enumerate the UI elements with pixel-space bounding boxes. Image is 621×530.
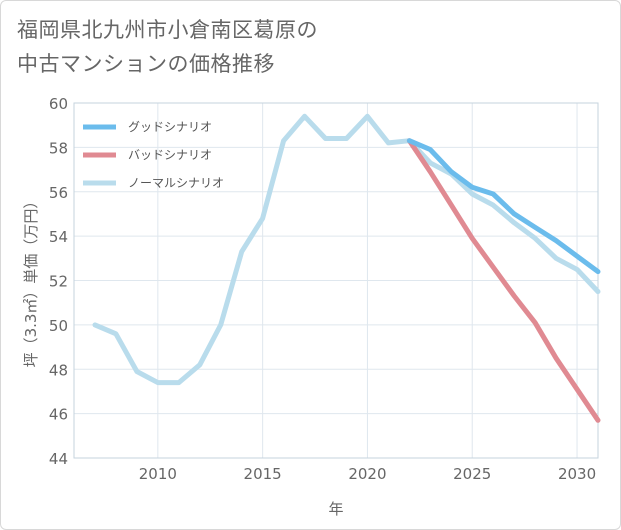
tick-labels: 44 46 48 50 52 54 56 58 60 2010 2015 2020 2025 2030 (49, 95, 596, 483)
y-tick-label: 48 (49, 361, 68, 379)
y-tick-label: 60 (49, 95, 68, 113)
grid-lines (74, 102, 598, 459)
y-tick-label: 54 (49, 228, 68, 246)
x-tick-label: 2020 (348, 465, 386, 483)
x-tick-label: 2030 (558, 465, 596, 483)
legend-label: バッドシナリオ (128, 148, 212, 162)
y-tick-label: 44 (49, 450, 68, 468)
y-axis-title: 坪（3.3㎡）単価（万円） (22, 194, 40, 368)
series-line-1 (406, 138, 601, 275)
x-tick-label: 2010 (139, 465, 177, 483)
y-tick-label: 56 (49, 184, 68, 202)
x-tick-label: 2015 (244, 465, 282, 483)
series-layer (92, 113, 601, 423)
chart-title: 福岡県北九州市小倉南区葛原の 中古マンションの価格推移 (17, 18, 318, 76)
x-axis-title: 年 (328, 500, 343, 518)
y-tick-label: 50 (49, 317, 68, 335)
series-line-2 (406, 138, 601, 423)
y-tick-label: 46 (49, 406, 68, 424)
legend-label: グッドシナリオ (128, 120, 212, 134)
y-tick-label: 58 (49, 139, 68, 157)
x-tick-label: 2025 (453, 465, 491, 483)
plot-area (73, 102, 599, 459)
legend-label: ノーマルシナリオ (128, 176, 224, 190)
y-tick-label: 52 (49, 273, 68, 291)
series-line-3 (92, 113, 601, 386)
